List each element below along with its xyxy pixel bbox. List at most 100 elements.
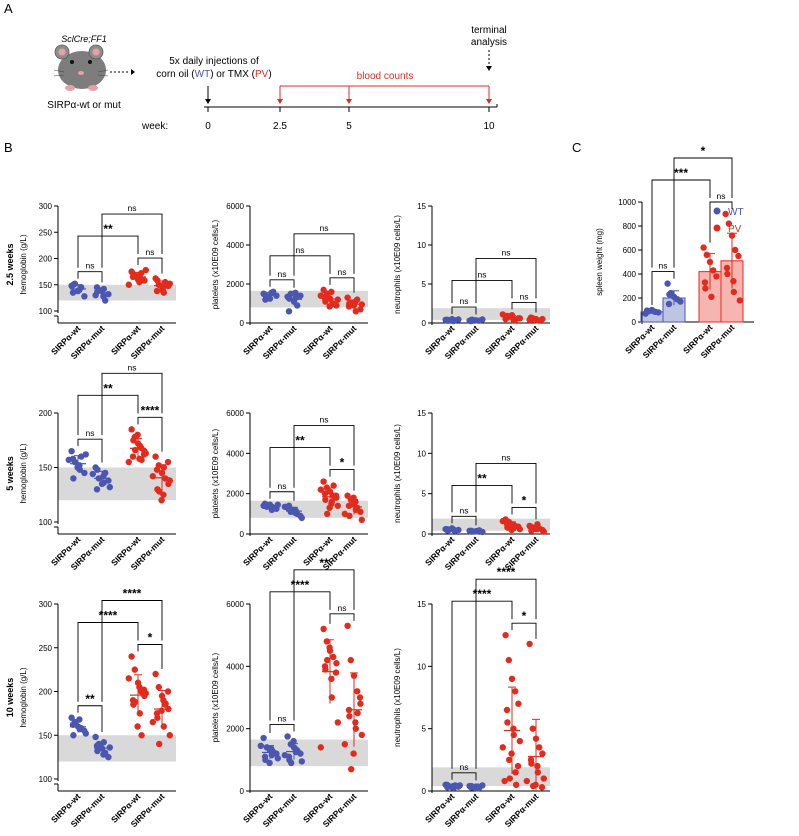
data-point bbox=[503, 706, 511, 714]
significance-label: ns bbox=[278, 269, 287, 279]
data-point bbox=[516, 525, 523, 533]
data-point bbox=[354, 688, 361, 695]
y-tick-label: 250 bbox=[39, 644, 53, 653]
data-point bbox=[100, 293, 107, 300]
significance-label: ns bbox=[659, 261, 668, 271]
data-point bbox=[128, 653, 135, 660]
data-point bbox=[140, 686, 148, 693]
significance-bracket bbox=[77, 438, 103, 463]
data-point bbox=[724, 270, 731, 278]
significance-bracket bbox=[451, 600, 513, 769]
y-tick-label: 10 bbox=[417, 662, 426, 671]
data-point bbox=[677, 298, 684, 305]
data-point bbox=[149, 718, 156, 726]
significance-bracket bbox=[651, 271, 675, 305]
data-point bbox=[142, 266, 149, 274]
y-tick-label: 2000 bbox=[226, 280, 244, 289]
data-point bbox=[82, 730, 90, 737]
y-tick-label: 0 bbox=[240, 787, 245, 796]
treatment-line2: corn oil (WT) or TMX (PV) bbox=[156, 69, 271, 80]
significance-bracket bbox=[293, 233, 355, 276]
data-point bbox=[356, 694, 364, 701]
data-point bbox=[131, 666, 138, 673]
data-point bbox=[320, 478, 327, 485]
data-point bbox=[290, 737, 297, 745]
significance-bracket bbox=[475, 257, 537, 304]
blood-arrow-head-2 bbox=[346, 99, 352, 104]
significance-label: ns bbox=[520, 291, 529, 301]
data-point bbox=[730, 288, 737, 296]
data-point bbox=[350, 750, 357, 757]
data-point bbox=[92, 733, 99, 741]
data-point bbox=[156, 488, 163, 495]
y-tick-label: 10 bbox=[417, 241, 426, 250]
data-point bbox=[358, 731, 365, 739]
significance-label: * bbox=[701, 144, 706, 158]
significance-label: ** bbox=[103, 381, 113, 395]
y-tick-label: 200 bbox=[623, 294, 637, 303]
data-point bbox=[534, 762, 541, 770]
significance-label: ns bbox=[128, 362, 137, 372]
data-point bbox=[155, 683, 162, 691]
data-point bbox=[499, 744, 506, 751]
significance-bracket bbox=[329, 277, 355, 293]
data-point bbox=[735, 252, 742, 260]
data-point bbox=[257, 742, 264, 750]
data-point bbox=[508, 675, 516, 682]
data-point bbox=[528, 527, 535, 534]
data-point bbox=[324, 656, 331, 664]
data-point bbox=[281, 751, 288, 759]
data-point bbox=[149, 473, 156, 480]
data-point bbox=[732, 246, 739, 254]
data-point bbox=[298, 514, 305, 522]
significance-bracket bbox=[269, 279, 295, 288]
significance-bracket bbox=[77, 622, 139, 702]
data-point bbox=[156, 740, 163, 748]
data-point bbox=[65, 456, 73, 464]
significance-bracket bbox=[511, 507, 537, 520]
y-axis-label: hemoglobin (g/L) bbox=[19, 667, 28, 727]
significance-bracket bbox=[709, 201, 733, 243]
y-tick-label: 100 bbox=[39, 518, 53, 527]
y-axis-label: hemoglobin (g/L) bbox=[19, 443, 28, 503]
data-point bbox=[260, 734, 267, 742]
mouse-icon bbox=[53, 44, 109, 91]
data-point bbox=[352, 308, 359, 315]
data-point bbox=[162, 700, 169, 707]
data-point bbox=[358, 516, 365, 524]
data-point bbox=[455, 316, 462, 323]
data-point bbox=[333, 660, 340, 667]
significance-label: ns bbox=[338, 267, 347, 277]
data-point bbox=[710, 267, 717, 274]
significance-bracket bbox=[475, 578, 537, 769]
data-point bbox=[357, 700, 364, 707]
significance-label: ns bbox=[460, 505, 469, 515]
significance-label: **** bbox=[141, 403, 160, 417]
data-point bbox=[76, 286, 83, 294]
data-point bbox=[444, 527, 451, 534]
data-point bbox=[153, 466, 161, 473]
data-point bbox=[105, 753, 112, 761]
y-tick-label: 4000 bbox=[226, 449, 244, 458]
data-point bbox=[152, 453, 159, 460]
data-point bbox=[722, 210, 729, 218]
data-point bbox=[723, 264, 731, 272]
significance-bracket bbox=[269, 591, 331, 721]
row-label: 5 weeks bbox=[5, 456, 15, 491]
significance-bracket bbox=[77, 235, 139, 268]
y-tick-label: 150 bbox=[39, 464, 53, 473]
y-tick-label: 200 bbox=[39, 409, 53, 418]
data-point bbox=[326, 504, 333, 511]
data-point bbox=[703, 251, 710, 258]
data-point bbox=[540, 775, 547, 782]
data-point bbox=[528, 760, 535, 767]
significance-bracket bbox=[451, 485, 513, 513]
data-point bbox=[324, 510, 331, 518]
data-point bbox=[515, 700, 522, 707]
data-point bbox=[516, 737, 523, 745]
significance-bracket bbox=[269, 447, 331, 488]
significance-label: ns bbox=[320, 223, 329, 233]
